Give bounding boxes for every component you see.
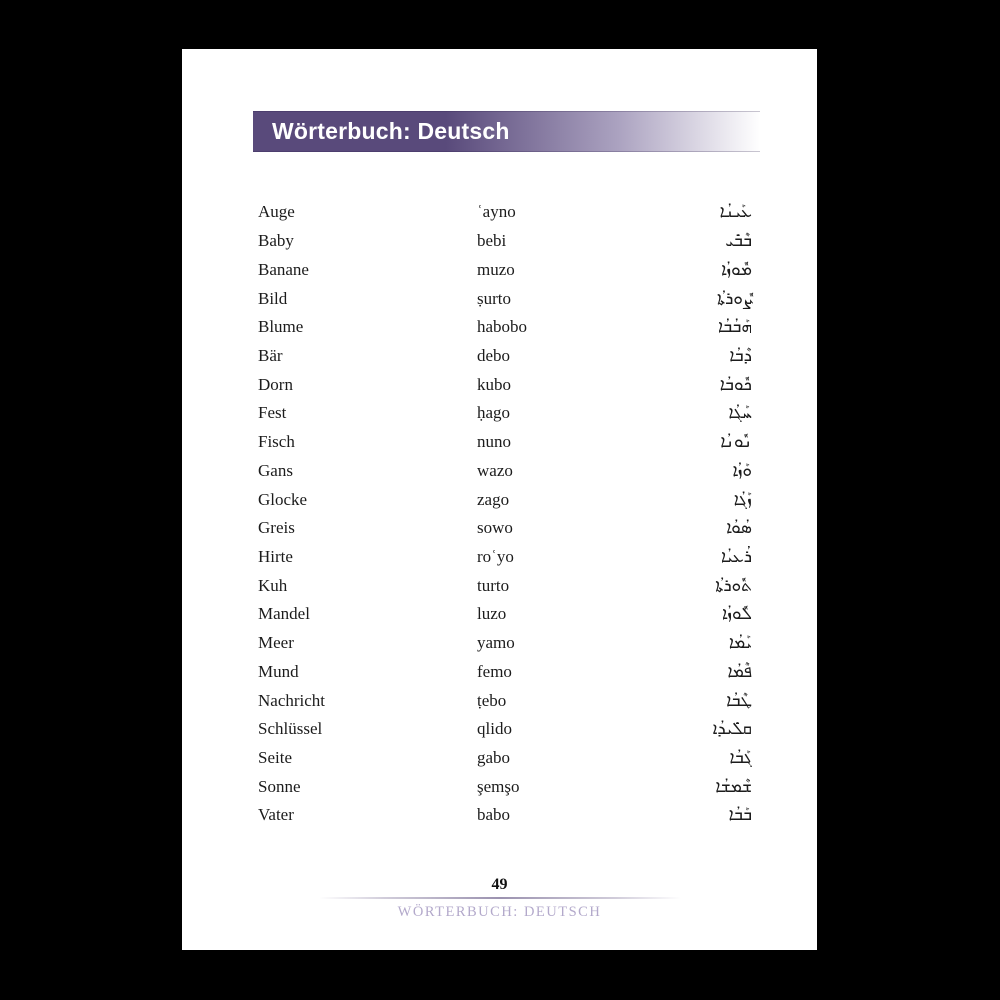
latin-transliteration: ʿayno <box>477 202 516 222</box>
dictionary-row: Blume habobo ܗܰܒܳܒܳܐ <box>258 313 752 342</box>
syriac-term: ܛܶܒܳܐ <box>726 690 752 711</box>
page-number: 49 <box>491 876 508 893</box>
dictionary-row: Bild ṣurto ܨܽܘܪܬܳܐ <box>258 284 752 313</box>
german-term: Bild <box>258 288 288 308</box>
latin-transliteration: debo <box>477 345 511 365</box>
german-term: Sonne <box>258 776 301 796</box>
dictionary-row: Bär debo ܕܶܒܳܐ <box>258 342 752 371</box>
dictionary-row: Schlüssel qlido ܩܠܺܝܕܳܐ <box>258 715 752 744</box>
german-term: Meer <box>258 633 294 653</box>
latin-transliteration: qlido <box>477 719 512 739</box>
syriac-term: ܟܽܘܒܳܐ <box>719 374 752 395</box>
dictionary-row: Meer yamo ܝܰܡܳܐ <box>258 629 752 658</box>
syriac-term: ܪܳܥܝܳܐ <box>721 546 752 567</box>
chapter-header-bar: Wörterbuch: Deutsch <box>253 111 760 152</box>
syriac-term: ܚܰܓܳܐ <box>728 403 752 424</box>
chapter-title: Wörterbuch: Deutsch <box>272 118 510 144</box>
german-term: Hirte <box>258 546 293 566</box>
dictionary-row: Nachricht ṭebo ܛܶܒܳܐ <box>258 686 752 715</box>
latin-transliteration: gabo <box>477 748 511 768</box>
syriac-term: ܕܶܒܳܐ <box>729 345 752 366</box>
latin-transliteration: femo <box>477 661 512 681</box>
dictionary-row: Greis sowo ܣܳܘܳܐ <box>258 514 752 543</box>
running-footer-title: WÖRTERBUCH: DEUTSCH <box>397 904 602 920</box>
latin-transliteration: sowo <box>477 518 513 538</box>
latin-transliteration: habobo <box>477 317 528 337</box>
dictionary-row: Dorn kubo ܟܽܘܒܳܐ <box>258 370 752 399</box>
dictionary-row: Sonne şemşo ܫܶܡܫܳܐ <box>258 772 752 801</box>
latin-transliteration: kubo <box>477 374 511 394</box>
latin-transliteration: ṭebo <box>477 690 507 710</box>
german-term: Nachricht <box>258 690 326 710</box>
german-term: Banane <box>258 259 309 279</box>
syriac-term: ܢܽܘܢܳܐ <box>720 432 752 453</box>
german-term: Fisch <box>258 432 295 452</box>
syriac-term: ܨܽܘܪܬܳܐ <box>716 288 752 309</box>
latin-transliteration: nuno <box>477 432 511 452</box>
latin-transliteration: wazo <box>477 460 513 480</box>
german-term: Greis <box>258 518 295 538</box>
latin-transliteration: zago <box>477 489 510 509</box>
syriac-term: ܗܰܒܳܒܳܐ <box>717 317 752 338</box>
dictionary-row: Glocke zago ܙܰܓܳܐ <box>258 485 752 514</box>
syriac-term: ܬܽܘܪܬܳܐ <box>715 575 752 596</box>
syriac-term: ܘܰܙܳܐ <box>732 460 752 481</box>
syriac-term: ܩܠܺܝܕܳܐ <box>712 719 752 740</box>
dictionary-row: Vater babo ܒܰܒܳܐ <box>258 801 752 830</box>
dictionary-row: Gans wazo ܘܰܙܳܐ <box>258 456 752 485</box>
book-page: Wörterbuch: Deutsch Auge ʿayno ܥܰܝܢܳܐ Ba… <box>182 49 817 950</box>
german-term: Schlüssel <box>258 719 323 739</box>
latin-transliteration: babo <box>477 805 511 825</box>
dictionary-row: Fest ḥago ܚܰܓܳܐ <box>258 399 752 428</box>
german-term: Gans <box>258 460 293 480</box>
dictionary-row: Banane muzo ܡܽܘܙܳܐ <box>258 255 752 284</box>
latin-transliteration: turto <box>477 575 510 595</box>
syriac-term: ܠܽܘܙܳܐ <box>722 604 752 625</box>
dictionary-row: Seite gabo ܓܰܒܳܐ <box>258 744 752 773</box>
footer-divider-line <box>318 897 681 899</box>
dictionary-row: Auge ʿayno ܥܰܝܢܳܐ <box>258 198 752 227</box>
latin-transliteration: ṣurto <box>477 288 511 308</box>
syriac-term: ܦܶܡܳܐ <box>727 661 752 682</box>
syriac-term: ܫܶܡܫܳܐ <box>715 776 752 797</box>
latin-transliteration: yamo <box>477 633 515 653</box>
dictionary-row: Mandel luzo ܠܽܘܙܳܐ <box>258 600 752 629</box>
latin-transliteration: luzo <box>477 604 507 624</box>
latin-transliteration: bebi <box>477 231 507 251</box>
dictionary-row: Kuh turto ܬܽܘܪܬܳܐ <box>258 571 752 600</box>
dictionary-row: Baby bebi ܒܶܒܺܝ <box>258 227 752 256</box>
dictionary-row: Mund femo ܦܶܡܳܐ <box>258 658 752 687</box>
latin-transliteration: muzo <box>477 259 515 279</box>
german-term: Dorn <box>258 374 293 394</box>
syriac-term: ܣܳܘܳܐ <box>726 518 752 539</box>
german-term: Bär <box>258 345 283 365</box>
syriac-term: ܝܰܡܳܐ <box>728 633 752 654</box>
dictionary-word-list: Auge ʿayno ܥܰܝܢܳܐ Baby bebi ܒܶܒܺܝ Banane… <box>258 198 752 830</box>
german-term: Seite <box>258 748 292 768</box>
german-term: Kuh <box>258 575 288 595</box>
german-term: Fest <box>258 403 287 423</box>
syriac-term: ܒܰܒܳܐ <box>728 805 752 826</box>
latin-transliteration: şemşo <box>477 776 520 796</box>
syriac-term: ܡܽܘܙܳܐ <box>721 259 752 280</box>
german-term: Vater <box>258 805 294 825</box>
syriac-term: ܙܰܓܳܐ <box>733 489 752 510</box>
latin-transliteration: roʿyo <box>477 546 514 566</box>
dictionary-row: Hirte roʿyo ܪܳܥܝܳܐ <box>258 543 752 572</box>
german-term: Mund <box>258 661 299 681</box>
syriac-term: ܓܰܒܳܐ <box>729 748 752 769</box>
german-term: Blume <box>258 317 304 337</box>
syriac-term: ܒܶܒܺܝ <box>725 231 752 252</box>
latin-transliteration: ḥago <box>477 403 511 423</box>
german-term: Baby <box>258 231 294 251</box>
german-term: Auge <box>258 202 295 222</box>
german-term: Mandel <box>258 604 310 624</box>
dictionary-row: Fisch nuno ܢܽܘܢܳܐ <box>258 428 752 457</box>
german-term: Glocke <box>258 489 308 509</box>
syriac-term: ܥܰܝܢܳܐ <box>719 202 752 223</box>
